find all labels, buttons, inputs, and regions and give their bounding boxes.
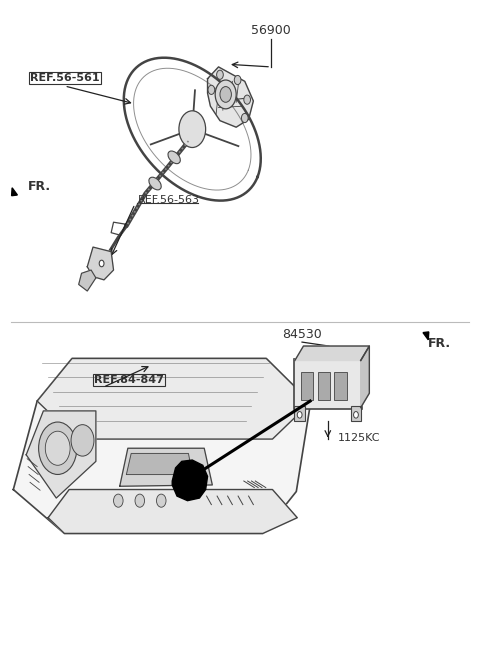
Circle shape [220, 87, 231, 102]
Text: REF.56-561: REF.56-561 [30, 73, 100, 84]
Circle shape [45, 431, 70, 465]
Text: REF.56-563: REF.56-563 [137, 195, 199, 205]
Polygon shape [13, 359, 311, 534]
Circle shape [38, 422, 77, 474]
Polygon shape [361, 346, 369, 407]
FancyBboxPatch shape [351, 406, 361, 421]
Polygon shape [37, 359, 311, 439]
Circle shape [241, 113, 248, 122]
Ellipse shape [168, 151, 180, 164]
Circle shape [354, 411, 359, 418]
Ellipse shape [149, 177, 161, 190]
Circle shape [215, 80, 236, 109]
Circle shape [234, 76, 241, 85]
FancyBboxPatch shape [294, 406, 305, 421]
Polygon shape [126, 453, 192, 474]
Polygon shape [120, 448, 212, 486]
Polygon shape [87, 247, 114, 280]
Circle shape [156, 494, 166, 507]
Polygon shape [12, 188, 17, 195]
Text: FR.: FR. [428, 337, 451, 350]
Circle shape [114, 494, 123, 507]
FancyBboxPatch shape [301, 372, 313, 401]
Polygon shape [423, 332, 429, 340]
Text: 84530: 84530 [282, 328, 322, 341]
Text: FR.: FR. [28, 180, 51, 193]
Polygon shape [172, 460, 207, 501]
Circle shape [179, 111, 205, 147]
Polygon shape [26, 411, 96, 498]
Polygon shape [79, 270, 96, 291]
FancyBboxPatch shape [335, 372, 347, 401]
Polygon shape [295, 346, 369, 361]
Circle shape [135, 494, 144, 507]
Text: 56900: 56900 [251, 24, 291, 37]
Circle shape [244, 95, 251, 104]
Polygon shape [48, 490, 297, 534]
Polygon shape [207, 67, 253, 127]
FancyBboxPatch shape [318, 372, 330, 401]
FancyBboxPatch shape [294, 359, 362, 409]
Text: 1125KC: 1125KC [338, 432, 381, 443]
Circle shape [99, 260, 104, 266]
Text: REF.84-847: REF.84-847 [95, 374, 164, 385]
Circle shape [297, 411, 302, 418]
Circle shape [216, 70, 223, 80]
Circle shape [208, 86, 215, 95]
Circle shape [71, 424, 94, 456]
